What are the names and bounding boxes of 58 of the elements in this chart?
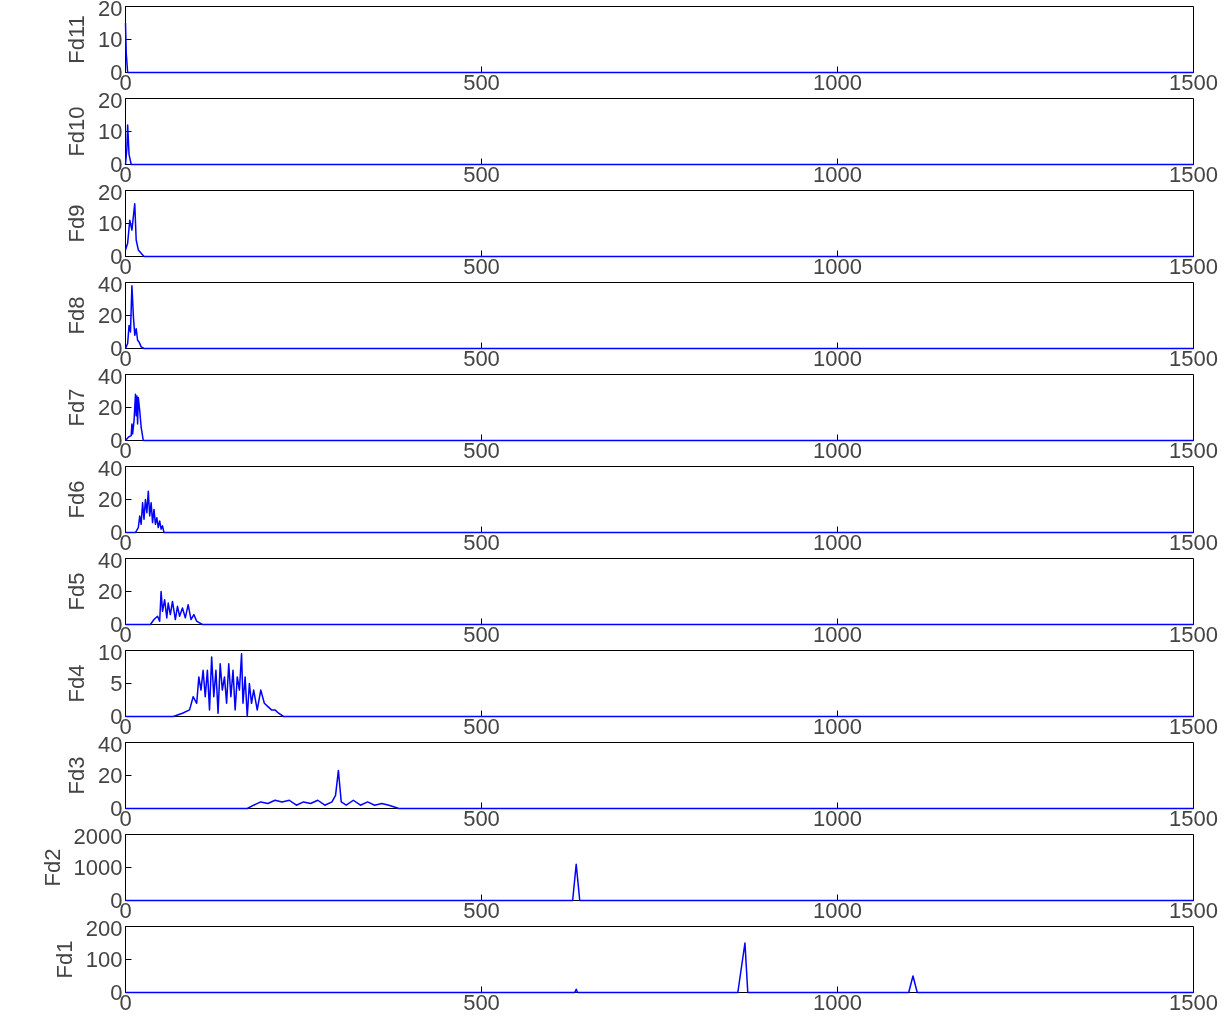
x-tick-label: 1500	[1169, 253, 1218, 279]
x-tick-label: 500	[463, 161, 500, 187]
x-tick-label: 1000	[813, 805, 862, 831]
x-tick-label: 500	[463, 713, 500, 739]
x-tick-label: 1000	[813, 713, 862, 739]
line-series	[124, 653, 1195, 718]
x-tick-label: 500	[463, 69, 500, 95]
x-tick-label: 1500	[1169, 161, 1218, 187]
y-tick-label: 20	[98, 579, 123, 604]
y-axis-title: Fd4	[64, 664, 90, 703]
y-tick-label: 10	[98, 119, 123, 144]
y-tick-label: 20	[98, 487, 123, 512]
x-tick-label: 1000	[813, 345, 862, 371]
x-tick-label: 500	[463, 897, 500, 923]
y-tick-label: 10	[98, 27, 123, 52]
y-tick-label: 20	[98, 0, 123, 21]
x-tick-label: 1000	[813, 437, 862, 463]
x-tick-label: 1500	[1169, 805, 1218, 831]
x-tick-label: 500	[463, 621, 500, 647]
x-tick-label: 1500	[1169, 621, 1218, 647]
x-tick-label: 500	[463, 345, 500, 371]
x-tick-label: 1500	[1169, 437, 1218, 463]
x-tick-label: 1000	[813, 161, 862, 187]
y-axis-title: Fd6	[64, 480, 90, 519]
y-axis-title: Fd1	[51, 940, 77, 979]
x-tick-label: 1000	[813, 529, 862, 555]
x-tick-label: 1500	[1169, 989, 1218, 1015]
x-tick-label: 1500	[1169, 529, 1218, 555]
line-series	[124, 285, 1195, 350]
x-tick-label: 500	[463, 805, 500, 831]
x-tick-label: 1500	[1169, 345, 1218, 371]
y-axis-title: Fd10	[64, 106, 90, 157]
x-tick-label: 1000	[813, 253, 862, 279]
y-tick-label: 10	[98, 211, 123, 236]
x-tick-label: 1000	[813, 621, 862, 647]
y-axis-title: Fd3	[64, 756, 90, 795]
y-axis-title: Fd5	[64, 572, 90, 611]
x-tick-label: 1500	[1169, 897, 1218, 923]
y-tick-label: 20	[98, 395, 123, 420]
x-tick-label: 500	[463, 253, 500, 279]
x-tick-label: 1000	[813, 69, 862, 95]
y-axis-title: Fd11	[64, 15, 90, 64]
y-tick-label: 100	[85, 947, 123, 972]
x-tick-label: 500	[463, 437, 500, 463]
x-tick-label: 1000	[813, 897, 862, 923]
x-tick-label: 1500	[1169, 713, 1218, 739]
y-axis-title: Fd9	[64, 204, 90, 243]
y-tick-label: 1000	[73, 855, 123, 880]
x-tick-label: 1500	[1169, 69, 1218, 95]
y-axis-title: Fd2	[39, 848, 65, 887]
x-tick-label: 500	[463, 529, 500, 555]
y-axis-title: Fd8	[64, 296, 90, 335]
x-tick-label: 500	[463, 989, 500, 1015]
y-axis-title: Fd7	[64, 388, 90, 427]
y-tick-label: 20	[98, 763, 123, 788]
y-tick-label: 5	[110, 671, 123, 696]
y-tick-label: 20	[98, 303, 123, 328]
x-tick-label: 1000	[813, 989, 862, 1015]
